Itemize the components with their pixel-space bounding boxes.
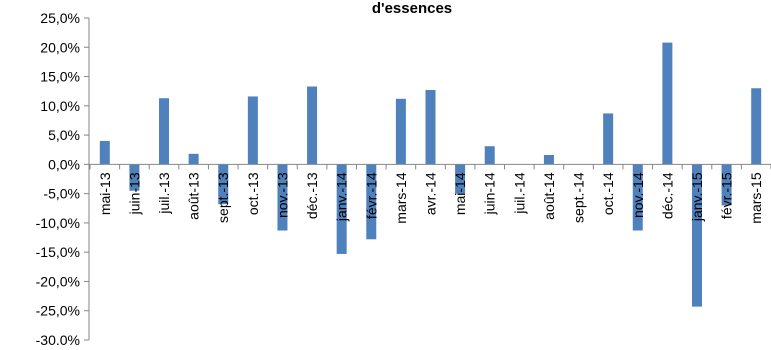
x-tick-label: juil.-14 (511, 172, 527, 214)
x-tick-label: févr.-14 (363, 172, 379, 219)
bar (721, 164, 732, 206)
bar (247, 96, 258, 165)
bar (307, 86, 318, 165)
y-tick-label: -25,0% (36, 303, 80, 319)
bar (751, 88, 762, 165)
y-tick-label: 25,0% (40, 10, 80, 26)
y-tick-label: 5,0% (48, 127, 80, 143)
x-tick-label: févr.-15 (719, 172, 735, 219)
bar (395, 98, 406, 165)
x-tick-label: nov.-14 (630, 172, 646, 218)
bars (99, 42, 762, 307)
bar (366, 164, 377, 240)
y-tick-label: 0,0% (48, 156, 80, 172)
bar (336, 164, 347, 254)
x-tick-label: juin-14 (482, 172, 498, 215)
x-tick-label: sept.-14 (571, 172, 587, 223)
x-tick-label: juil.-13 (156, 172, 172, 214)
bar (691, 164, 702, 307)
y-tick-label: -20,0% (36, 273, 80, 289)
x-tick-label: mars-15 (748, 172, 764, 224)
y-tick-label: -15,0% (36, 244, 80, 260)
y-axis: 25,0% 20,0% 15,0% 10,0% 5,0% 0,0% -5,0% -10,0% -… (36, 10, 90, 348)
bar (218, 164, 229, 205)
x-tick-label: août-13 (186, 172, 202, 220)
bar (277, 164, 288, 231)
x-tick-label: mai-14 (452, 172, 468, 215)
x-tick-label: déc.-14 (659, 172, 675, 219)
bar (455, 164, 466, 194)
y-tick-label: 15,0% (40, 69, 80, 85)
x-tick-label: sept.-13 (215, 172, 231, 223)
x-tick-label: janv.-14 (334, 172, 350, 222)
x-tick-label: juin-13 (126, 172, 142, 215)
x-tick-label: oct.-14 (600, 172, 616, 215)
x-tick-label: oct.-13 (245, 172, 261, 215)
bar (632, 164, 643, 231)
bar (543, 155, 554, 165)
x-axis: mai-13 juin-13 juil.-13 août-13 sept.-13 oct.… (89, 163, 771, 224)
x-tick-label: déc.-13 (304, 172, 320, 219)
x-tick-label: nov.-13 (274, 172, 290, 218)
y-tick-label: 20,0% (40, 39, 80, 55)
x-tick-label: mars-14 (393, 172, 409, 224)
bar (425, 90, 436, 165)
x-tick-label: mai-13 (97, 172, 113, 215)
bar (188, 153, 199, 165)
bar (129, 164, 140, 191)
x-tick-label: août-14 (541, 172, 557, 220)
bar (484, 146, 495, 165)
bar (603, 113, 614, 165)
y-tick-label: -30,0% (36, 332, 80, 345)
y-tick-label: -5,0% (43, 186, 80, 202)
x-tick-label: avr.-14 (423, 172, 439, 215)
bar (159, 98, 170, 165)
chart-title: d'essences (372, 0, 452, 17)
bar (99, 140, 110, 165)
y-tick-label: 10,0% (40, 98, 80, 114)
y-tick-label: -10,0% (36, 215, 80, 231)
x-tick-label: janv.-15 (689, 172, 705, 222)
bar (662, 42, 673, 165)
